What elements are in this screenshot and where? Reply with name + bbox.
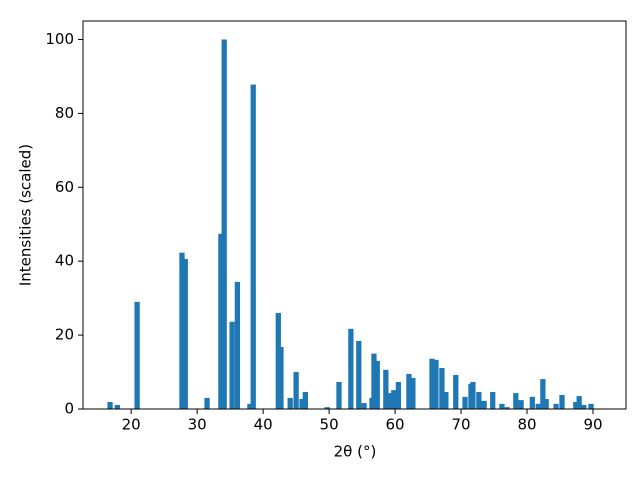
bar [302,392,308,409]
bar [443,392,449,409]
bar [361,403,367,409]
y-tick-label: 0 [64,400,74,418]
bar [543,399,549,409]
bar [336,382,342,409]
bar [429,358,435,409]
bar [383,369,389,409]
bar [221,39,227,409]
bar [287,397,293,409]
y-tick-label: 40 [55,252,74,270]
x-tick-label: 80 [517,416,536,434]
bar [559,394,565,409]
bar [293,372,299,409]
x-tick-label: 50 [320,416,339,434]
y-tick-label: 20 [55,326,74,344]
bar [107,401,113,409]
bar [553,403,559,409]
bar [356,341,362,409]
bar [229,321,235,409]
bar [348,328,354,409]
x-tick-label: 20 [122,416,141,434]
plot-frame [82,20,627,410]
bar [234,281,241,409]
bar [218,233,224,409]
bar [179,252,185,409]
bar [540,379,546,409]
bar [490,392,496,409]
bar [114,404,120,409]
bar [476,392,482,409]
bar [433,359,439,409]
bar [439,367,445,409]
y-tick-label: 100 [45,30,74,48]
bar [470,382,476,409]
y-axis-label: Intensities (scaled) [17,144,35,286]
bar [588,403,594,409]
bar [299,399,305,409]
x-axis-label: 2θ (°) [334,443,377,461]
bar [576,396,582,409]
y-tick-label: 80 [55,104,74,122]
bar [134,301,140,409]
bar [499,403,505,409]
x-tick-label: 40 [254,416,273,434]
bar [513,393,519,409]
x-tick-label: 90 [583,416,602,434]
bar [324,407,330,409]
bar [204,397,210,409]
bar [386,393,392,409]
bar [395,382,402,409]
y-tick-label: 60 [55,178,74,196]
bar [406,373,412,409]
bar [462,396,468,409]
bar [481,400,487,409]
bar [453,375,459,409]
bar [182,258,188,409]
bar [278,346,284,409]
bar [374,360,380,409]
x-tick-label: 30 [188,416,207,434]
x-tick-label: 70 [452,416,471,434]
bar [410,377,416,409]
bar [504,407,510,409]
bar [391,390,397,409]
bar [518,400,524,409]
bar [573,401,579,409]
x-tick-label: 60 [386,416,405,434]
bar [581,404,587,409]
bar [529,396,535,409]
bar [247,403,253,409]
bar [371,353,377,409]
bar [250,84,256,409]
bar [535,403,541,409]
